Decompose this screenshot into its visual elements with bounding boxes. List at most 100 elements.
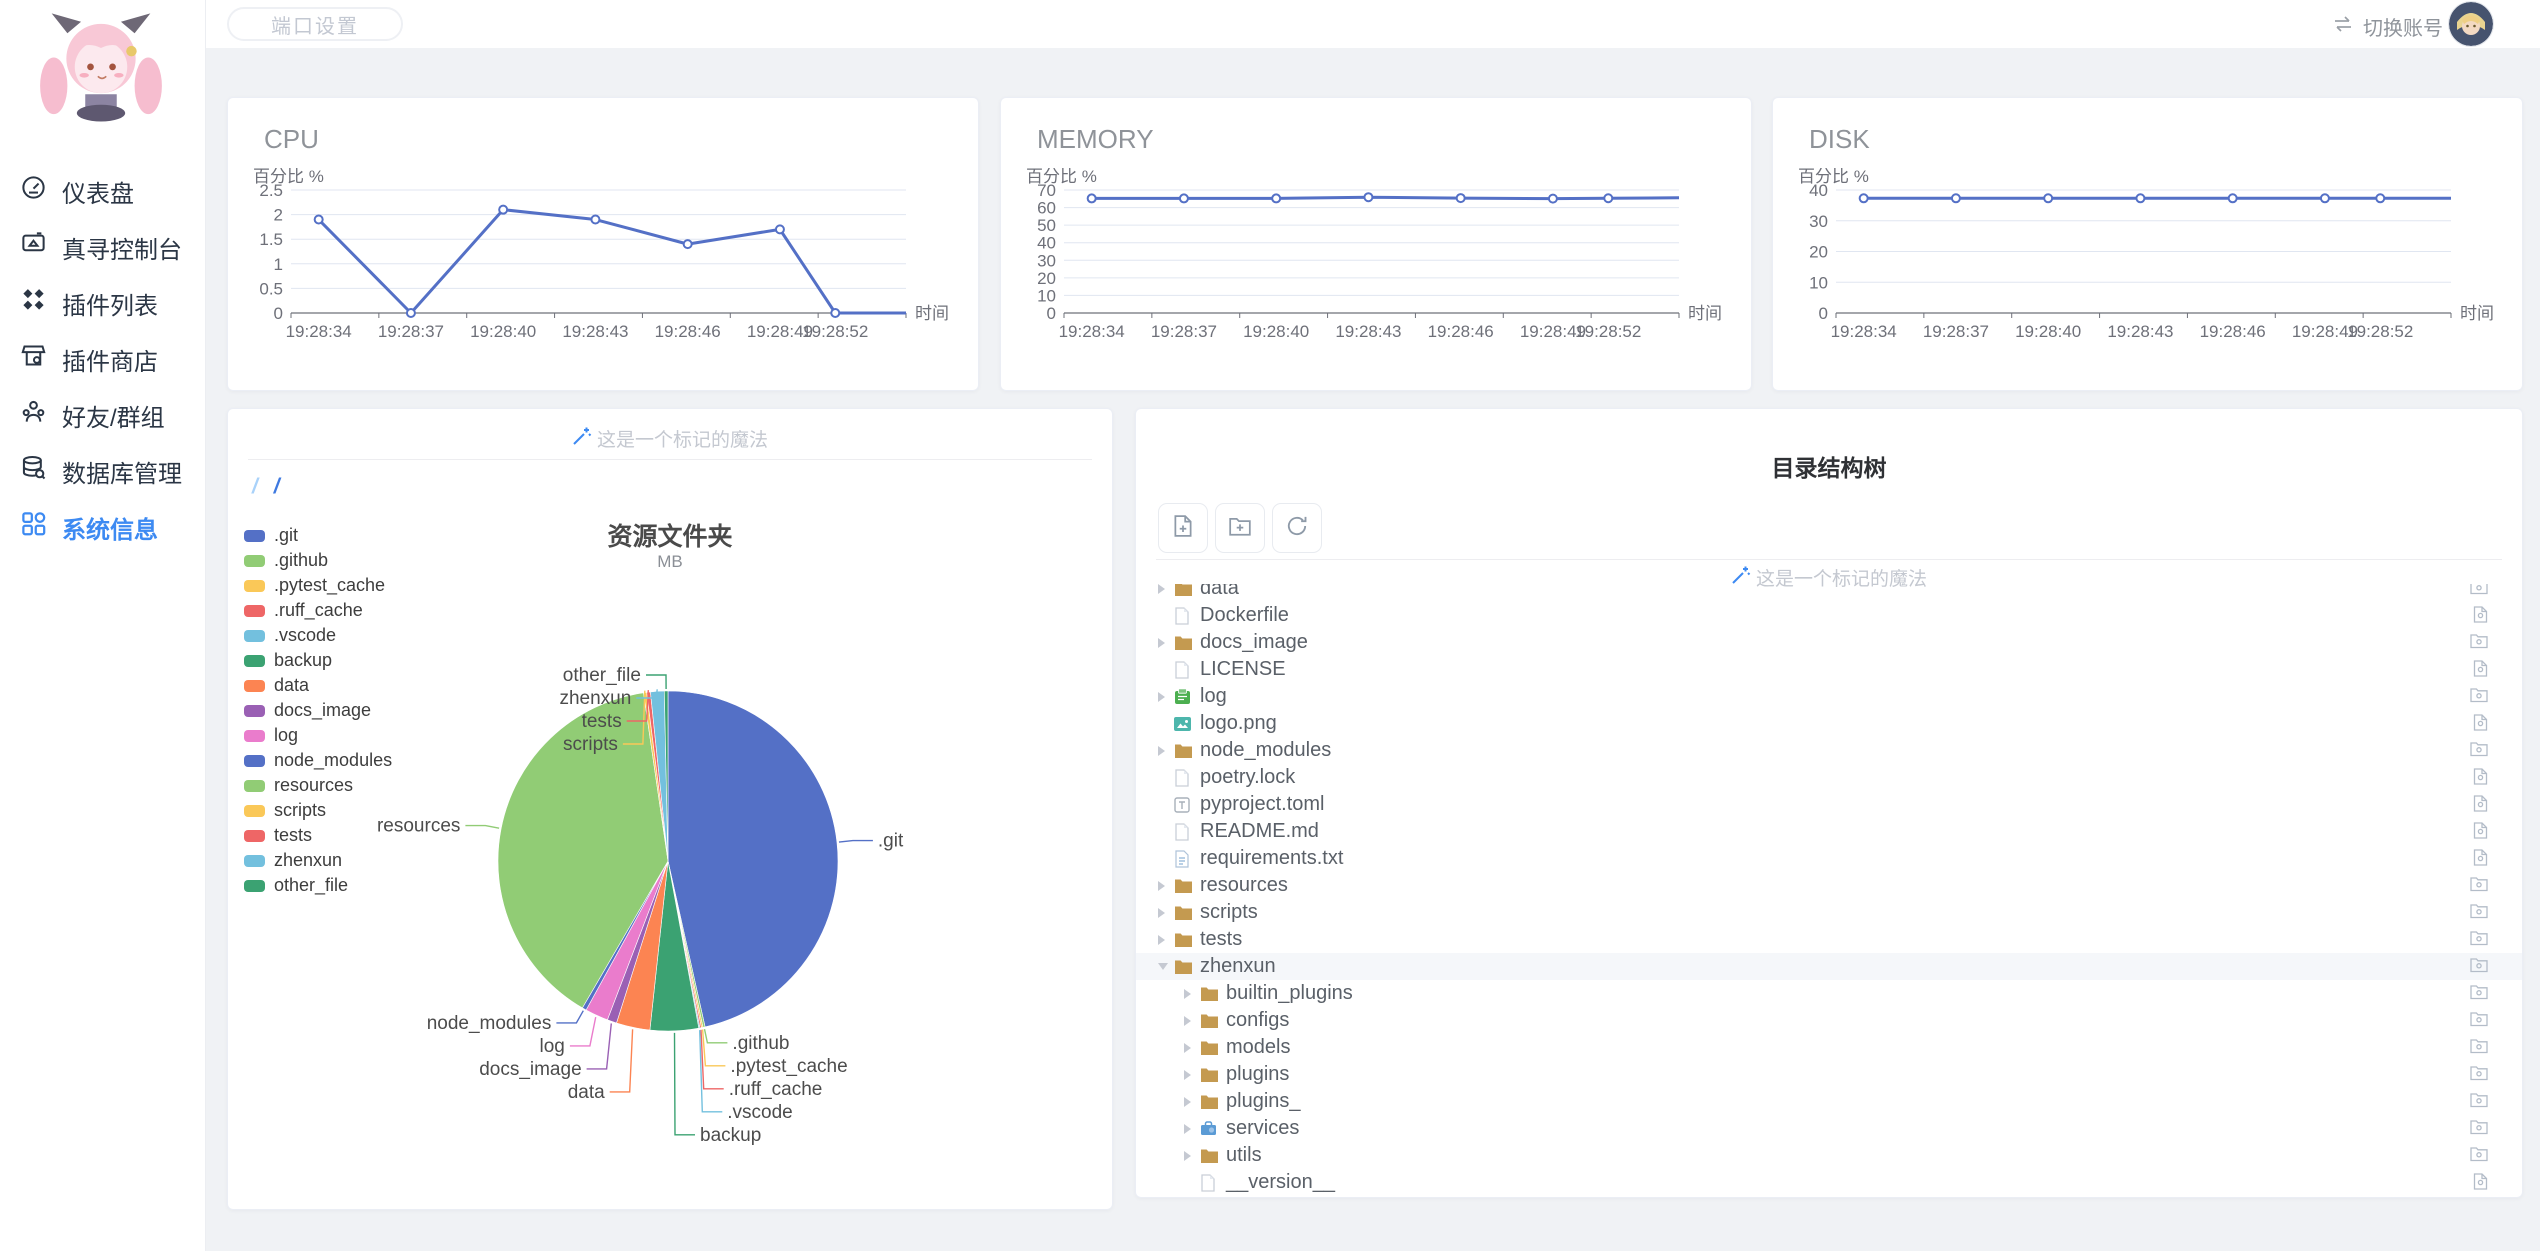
new-file-button[interactable] xyxy=(1158,503,1208,553)
tree-row-resources[interactable]: resources xyxy=(1136,872,2522,899)
data-point[interactable] xyxy=(2135,193,2146,204)
data-point[interactable] xyxy=(2043,193,2054,204)
folder-download-icon[interactable] xyxy=(2470,687,2488,708)
data-point[interactable] xyxy=(2375,193,2386,204)
tree-row-utils[interactable]: utils xyxy=(1136,1142,2522,1169)
refresh-button[interactable] xyxy=(1272,503,1322,553)
directory-tree[interactable]: data Dockerfile docs_image LICENSE log logo.p… xyxy=(1136,584,2522,1196)
caret-down-icon[interactable] xyxy=(1158,963,1174,970)
data-point[interactable] xyxy=(682,239,693,250)
tree-row-scripts[interactable]: scripts xyxy=(1136,899,2522,926)
caret-right-icon[interactable] xyxy=(1184,1123,1200,1134)
cpu-line-chart[interactable]: 百分比 % 0 0.5 1 1.5 2 2.5 时间 19:28:34 19:28:37 19:28… xyxy=(246,168,961,353)
caret-right-icon[interactable] xyxy=(1184,1069,1200,1080)
folder-download-icon[interactable] xyxy=(2470,957,2488,978)
port-settings-button[interactable]: 端口设置 xyxy=(227,7,403,41)
folder-download-icon[interactable] xyxy=(2470,584,2488,600)
data-point[interactable] xyxy=(1547,193,1558,204)
folder-download-icon[interactable] xyxy=(2470,1011,2488,1032)
caret-right-icon[interactable] xyxy=(1158,637,1174,648)
data-point[interactable] xyxy=(830,308,841,318)
legend-item-node_modules[interactable]: node_modules xyxy=(244,748,392,773)
folder-download-icon[interactable] xyxy=(2470,633,2488,654)
caret-right-icon[interactable] xyxy=(1184,988,1200,999)
data-point[interactable] xyxy=(1178,193,1189,204)
folder-download-icon[interactable] xyxy=(2470,1038,2488,1059)
folder-download-icon[interactable] xyxy=(2470,1146,2488,1167)
legend-item-.pytest_cache[interactable]: .pytest_cache xyxy=(244,573,392,598)
caret-right-icon[interactable] xyxy=(1158,934,1174,945)
caret-right-icon[interactable] xyxy=(1158,880,1174,891)
folder-download-icon[interactable] xyxy=(2470,876,2488,897)
tree-row-logo.png[interactable]: logo.png xyxy=(1136,710,2522,737)
sidebar-item-dashboard[interactable]: 仪表盘 xyxy=(0,163,205,219)
tree-row-requirements.txt[interactable]: requirements.txt xyxy=(1136,845,2522,872)
data-point[interactable] xyxy=(2319,193,2330,204)
legend-item-.ruff_cache[interactable]: .ruff_cache xyxy=(244,598,392,623)
tree-row-plugins_[interactable]: plugins_ xyxy=(1136,1088,2522,1115)
sidebar-item-plugin-store[interactable]: 插件商店 xyxy=(0,331,205,387)
data-point[interactable] xyxy=(774,224,785,235)
tree-row-pyproject.toml[interactable]: pyproject.toml xyxy=(1136,791,2522,818)
sidebar-item-console[interactable]: 真寻控制台 xyxy=(0,219,205,275)
legend-item-scripts[interactable]: scripts xyxy=(244,798,392,823)
new-folder-button[interactable] xyxy=(1215,503,1265,553)
data-point[interactable] xyxy=(313,214,324,225)
legend-item-data[interactable]: data xyxy=(244,673,392,698)
file-download-icon[interactable] xyxy=(2473,768,2488,790)
caret-right-icon[interactable] xyxy=(1184,1015,1200,1026)
legend-item-other_file[interactable]: other_file xyxy=(244,873,392,898)
tree-row-Dockerfile[interactable]: Dockerfile xyxy=(1136,602,2522,629)
pie-slice-resources[interactable] xyxy=(497,692,669,1009)
folder-download-icon[interactable] xyxy=(2470,1065,2488,1086)
breadcrumb-current[interactable]: / xyxy=(273,475,280,498)
legend-item-backup[interactable]: backup xyxy=(244,648,392,673)
tree-row-zhenxun[interactable]: zhenxun xyxy=(1136,953,2522,980)
tree-row-builtin_plugins[interactable]: builtin_plugins xyxy=(1136,980,2522,1007)
tree-row-configs[interactable]: configs xyxy=(1136,1007,2522,1034)
breadcrumb-root[interactable]: / xyxy=(252,475,258,498)
data-point[interactable] xyxy=(1271,193,1282,204)
tree-row-models[interactable]: models xyxy=(1136,1034,2522,1061)
caret-right-icon[interactable] xyxy=(1158,691,1174,702)
sidebar-item-system-info[interactable]: 系统信息 xyxy=(0,499,205,555)
data-point[interactable] xyxy=(405,308,416,318)
folder-download-icon[interactable] xyxy=(2470,984,2488,1005)
tree-row-poetry.lock[interactable]: poetry.lock xyxy=(1136,764,2522,791)
legend-item-zhenxun[interactable]: zhenxun xyxy=(244,848,392,873)
legend-item-tests[interactable]: tests xyxy=(244,823,392,848)
data-point[interactable] xyxy=(1950,193,1961,204)
tree-row-tests[interactable]: tests xyxy=(1136,926,2522,953)
data-point[interactable] xyxy=(590,214,601,225)
legend-item-docs_image[interactable]: docs_image xyxy=(244,698,392,723)
tree-row-LICENSE[interactable]: LICENSE xyxy=(1136,656,2522,683)
legend-item-.git[interactable]: .git xyxy=(244,523,392,548)
tree-row-services[interactable]: services xyxy=(1136,1115,2522,1142)
caret-right-icon[interactable] xyxy=(1184,1096,1200,1107)
tree-row-plugins[interactable]: plugins xyxy=(1136,1061,2522,1088)
switch-account-button[interactable]: 切换账号 xyxy=(2331,12,2443,41)
tree-row-__version__[interactable]: __version__ xyxy=(1136,1169,2522,1196)
caret-right-icon[interactable] xyxy=(1184,1042,1200,1053)
folder-download-icon[interactable] xyxy=(2470,903,2488,924)
tree-row-docs_image[interactable]: docs_image xyxy=(1136,629,2522,656)
data-point[interactable] xyxy=(1455,193,1466,204)
pie-slice-other_file[interactable] xyxy=(663,690,669,862)
data-point[interactable] xyxy=(1363,192,1374,203)
resource-pie-chart[interactable]: .git.github.pytest_cache.ruff_cache.vsco… xyxy=(228,579,1112,1207)
file-download-icon[interactable] xyxy=(2473,606,2488,628)
caret-right-icon[interactable] xyxy=(1158,907,1174,918)
file-download-icon[interactable] xyxy=(2473,849,2488,871)
caret-right-icon[interactable] xyxy=(1184,1150,1200,1161)
pie-slice-.git[interactable] xyxy=(667,690,839,1028)
data-point[interactable] xyxy=(1603,193,1614,204)
file-download-icon[interactable] xyxy=(2473,795,2488,817)
legend-item-resources[interactable]: resources xyxy=(244,773,392,798)
data-point[interactable] xyxy=(2227,193,2238,204)
sidebar-item-database[interactable]: 数据库管理 xyxy=(0,443,205,499)
folder-download-icon[interactable] xyxy=(2470,1092,2488,1113)
file-download-icon[interactable] xyxy=(2473,714,2488,736)
folder-download-icon[interactable] xyxy=(2470,741,2488,762)
disk-line-chart[interactable]: 百分比 % 0 10 20 30 40 时间 19:28:34 19:28:37 19:28:40… xyxy=(1791,168,2506,353)
folder-download-icon[interactable] xyxy=(2470,1119,2488,1140)
